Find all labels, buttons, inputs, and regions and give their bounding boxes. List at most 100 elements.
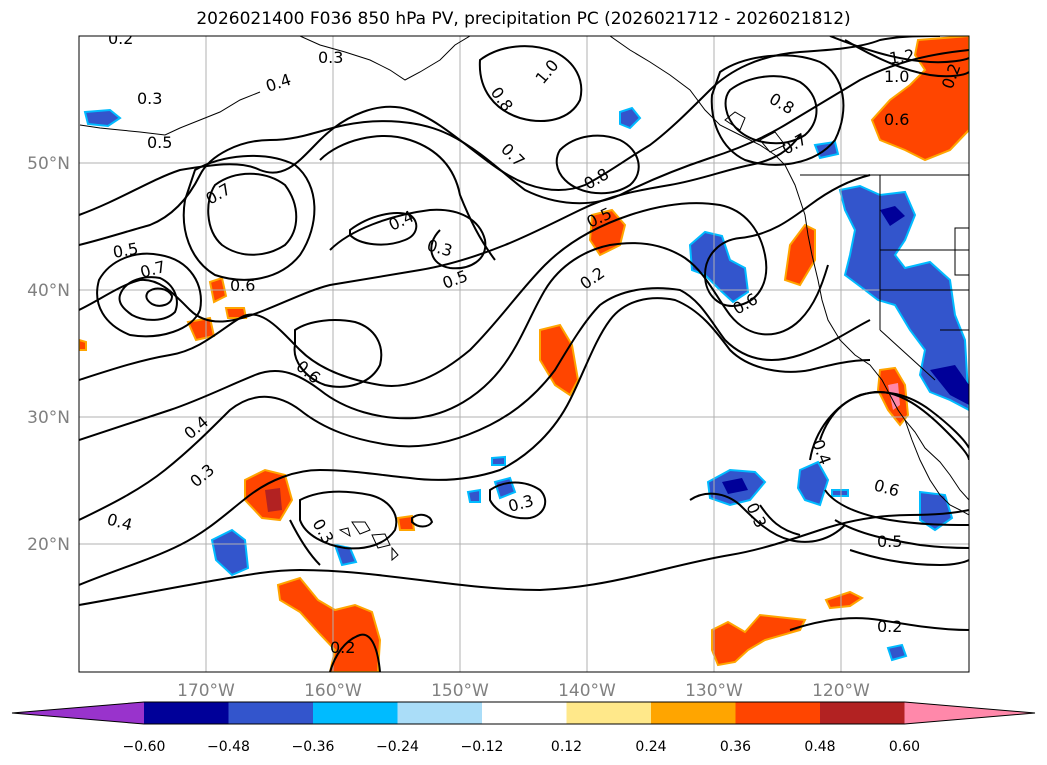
pv-contour-line: [79, 242, 829, 441]
lat-label-40n: 40°N: [27, 281, 70, 301]
colorbar-segment: [228, 702, 313, 724]
contour-label: 0.2: [330, 638, 355, 657]
precip-negative-area: [83, 108, 122, 128]
colorbar-tick-label: 0.48: [804, 739, 835, 755]
precip-positive-area: [79, 338, 87, 351]
contour-label: 0.5: [111, 239, 139, 262]
precip-negative-area: [466, 488, 481, 503]
contour-label: 0.2: [576, 263, 608, 293]
colorbar-segment: [397, 702, 482, 724]
pv-contour-line: [79, 297, 871, 586]
precip-negative-area: [619, 106, 642, 130]
lon-label-160w: 160°W: [304, 681, 362, 701]
coastline-alaska: [299, 36, 471, 81]
contour-label: 0.8: [766, 89, 798, 118]
pv-contour-line: [79, 174, 871, 387]
colorbar-tick-label: −0.48: [207, 739, 250, 755]
pv-contour-line: [844, 39, 969, 78]
colorbar-extend-high: [904, 702, 1035, 724]
contour-label: 0.2: [108, 29, 133, 48]
coastline-hawaii: [338, 521, 399, 562]
pv-contour-line: [329, 208, 487, 270]
precip-negative-area: [831, 489, 849, 497]
contour-label: 0.3: [137, 89, 162, 108]
pv-contour-line: [829, 36, 969, 64]
contour-label: 0.7: [203, 179, 235, 208]
contour-label: 0.7: [138, 257, 168, 282]
pv-contour-line: [329, 633, 381, 672]
pv-contour-line: [79, 36, 941, 216]
pv-contour-line: [349, 212, 418, 246]
colorbar-tick-label: 0.24: [635, 739, 666, 755]
colorbar-segment: [313, 702, 398, 724]
map-gridlines: [79, 36, 969, 672]
state-borders: [879, 175, 969, 381]
pv-contour-line: [79, 49, 969, 246]
coastline-aleutians: [79, 91, 261, 136]
precip-positive-area: [711, 613, 807, 667]
pv-contour-line: [118, 276, 178, 321]
contour-label: 0.3: [742, 500, 770, 531]
colorbar-segment: [651, 702, 736, 724]
colorbar-extend-low: [12, 702, 144, 724]
contour-label: 0.5: [440, 266, 470, 293]
pv-contour-line: [689, 492, 846, 543]
latitude-labels: 50°N 40°N 30°N 20°N: [27, 154, 70, 555]
contour-label: 0.8: [581, 164, 613, 193]
colorbar-tick-label: −0.60: [123, 739, 166, 755]
precip-positive-area: [396, 514, 416, 531]
contour-label: 0.6: [872, 476, 902, 501]
precip-positive-area: [783, 223, 816, 287]
longitude-labels: 170°W 160°W 150°W 140°W 130°W 120°W: [177, 681, 870, 701]
colorbar-segment: [482, 702, 567, 724]
precip-positive-area: [276, 576, 382, 672]
colorbar-tick-label: 0.36: [720, 739, 751, 755]
coastline-baja: [904, 419, 969, 516]
contour-label: 1.0: [532, 56, 563, 88]
contour-label: 0.3: [425, 236, 455, 261]
colorbar-tick-label: −0.24: [376, 739, 419, 755]
pv-contour-line: [145, 287, 174, 307]
contour-label: 1.2: [888, 46, 916, 68]
contour-label: 0.6: [230, 276, 255, 295]
coastlines: [79, 36, 969, 562]
pv-contour-line: [710, 54, 845, 166]
lat-label-30n: 30°N: [27, 408, 70, 428]
pv-contour-line: [489, 481, 547, 520]
precip-negative-area: [880, 206, 905, 226]
pv-contour-line: [411, 513, 434, 528]
coastline-us-west: [799, 199, 969, 501]
precip-positive-area: [824, 590, 864, 610]
colorbar-segment: [566, 702, 651, 724]
colorbar-tick-label: −0.36: [292, 739, 335, 755]
precip-negative-area: [930, 365, 969, 405]
precip-positive-area: [870, 36, 969, 162]
contour-label: 0.4: [808, 437, 835, 467]
contour-label: 0.7: [497, 139, 528, 170]
precip-negative-area: [838, 184, 969, 412]
lon-label-170w: 170°W: [177, 681, 235, 701]
precip-negative-area: [813, 140, 840, 160]
colorbar: −0.60 −0.48 −0.36 −0.24 −0.12 0.12 0.24 …: [11, 701, 1036, 755]
pv-contour-line: [478, 45, 583, 122]
precip-shading-layer: [79, 36, 969, 672]
contour-label: 0.3: [318, 48, 343, 67]
pv-contour-layer: [79, 36, 969, 672]
contour-label: 1.0: [884, 67, 909, 86]
precip-positive-area: [539, 323, 580, 397]
lat-label-20n: 20°N: [27, 535, 70, 555]
pv-contour-line: [789, 617, 969, 631]
contour-label: 0.4: [386, 207, 417, 235]
contour-label: 0.3: [186, 460, 218, 491]
pv-contour-line: [809, 391, 969, 461]
lon-label-150w: 150°W: [431, 681, 489, 701]
lon-label-120w: 120°W: [812, 681, 870, 701]
colorbar-tick-label: 0.12: [551, 739, 582, 755]
pv-contour-line: [79, 134, 801, 323]
pv-contour-line: [79, 287, 871, 521]
pv-contour-line: [834, 519, 969, 549]
pv-contour-line: [299, 490, 398, 550]
lon-label-130w: 130°W: [685, 681, 743, 701]
lon-label-140w: 140°W: [558, 681, 616, 701]
pv-contour-line: [96, 252, 202, 338]
